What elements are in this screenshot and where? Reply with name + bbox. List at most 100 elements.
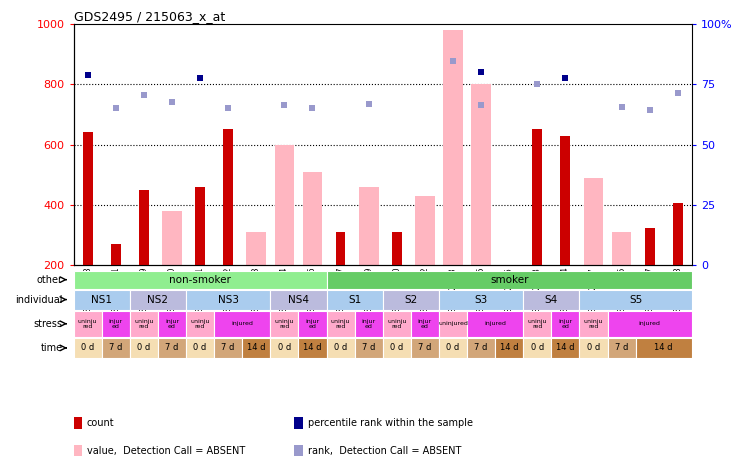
Point xyxy=(559,74,571,82)
Point xyxy=(222,105,234,112)
Bar xyxy=(359,187,378,265)
Bar xyxy=(74,338,102,358)
Text: 0 d: 0 d xyxy=(587,344,600,352)
Bar xyxy=(186,290,270,310)
Point xyxy=(447,58,459,65)
Bar xyxy=(158,338,186,358)
Text: value,  Detection Call = ABSENT: value, Detection Call = ABSENT xyxy=(87,446,245,456)
Text: S4: S4 xyxy=(545,294,558,305)
Bar xyxy=(443,30,463,265)
Bar xyxy=(130,310,158,337)
Text: 14 d: 14 d xyxy=(500,344,518,352)
Bar xyxy=(214,338,242,358)
Bar xyxy=(223,129,233,265)
Bar xyxy=(471,84,491,265)
Text: NS1: NS1 xyxy=(91,294,112,305)
Text: S3: S3 xyxy=(475,294,488,305)
Bar xyxy=(327,290,383,310)
Bar xyxy=(74,445,82,456)
Text: 7 d: 7 d xyxy=(418,344,431,352)
Point xyxy=(475,101,487,109)
Text: uninju
red: uninju red xyxy=(584,319,604,328)
Bar xyxy=(298,338,327,358)
Bar xyxy=(383,338,411,358)
Bar xyxy=(327,310,355,337)
Bar xyxy=(247,232,266,265)
Point xyxy=(475,68,487,76)
Bar xyxy=(162,211,182,265)
Bar xyxy=(74,310,102,337)
Text: injur
ed: injur ed xyxy=(559,319,573,328)
Text: 0 d: 0 d xyxy=(137,344,150,352)
Bar xyxy=(158,310,186,337)
Bar xyxy=(411,338,439,358)
Text: 7 d: 7 d xyxy=(222,344,235,352)
Text: smoker: smoker xyxy=(490,274,528,285)
Bar xyxy=(336,232,345,265)
Text: non-smoker: non-smoker xyxy=(169,274,231,285)
Point xyxy=(672,90,684,97)
Bar xyxy=(467,338,495,358)
Bar xyxy=(139,190,149,265)
Text: rank,  Detection Call = ABSENT: rank, Detection Call = ABSENT xyxy=(308,446,461,456)
Text: uninju
red: uninju red xyxy=(330,319,350,328)
Point xyxy=(110,105,121,112)
Bar xyxy=(551,310,579,337)
Bar xyxy=(102,310,130,337)
Bar xyxy=(270,338,298,358)
Text: count: count xyxy=(87,418,115,428)
Text: 7 d: 7 d xyxy=(615,344,629,352)
Bar xyxy=(532,129,542,265)
Bar xyxy=(298,310,327,337)
Text: GDS2495 / 215063_x_at: GDS2495 / 215063_x_at xyxy=(74,9,225,23)
Bar xyxy=(551,338,579,358)
Bar xyxy=(584,178,604,265)
Bar xyxy=(439,338,467,358)
Text: uninju
red: uninju red xyxy=(275,319,294,328)
Text: other: other xyxy=(37,274,63,285)
Text: 14 d: 14 d xyxy=(556,344,575,352)
Bar xyxy=(579,310,607,337)
Bar xyxy=(82,133,93,265)
Bar xyxy=(102,338,130,358)
Point xyxy=(644,106,656,114)
Text: S1: S1 xyxy=(348,294,361,305)
Text: injured: injured xyxy=(484,321,506,326)
Text: uninju
red: uninju red xyxy=(134,319,154,328)
Text: uninju
red: uninju red xyxy=(191,319,210,328)
Point xyxy=(166,99,178,106)
Text: 7 d: 7 d xyxy=(475,344,488,352)
Text: NS2: NS2 xyxy=(147,294,169,305)
Bar xyxy=(294,418,303,428)
Bar xyxy=(74,290,130,310)
Bar xyxy=(415,196,435,265)
Bar xyxy=(186,310,214,337)
Bar xyxy=(467,310,523,337)
Text: injured: injured xyxy=(639,321,661,326)
Text: 14 d: 14 d xyxy=(247,344,266,352)
Bar xyxy=(186,338,214,358)
Bar xyxy=(495,338,523,358)
Text: 0 d: 0 d xyxy=(446,344,459,352)
Bar xyxy=(439,290,523,310)
Text: injur
ed: injur ed xyxy=(418,319,432,328)
Bar xyxy=(74,418,82,428)
Text: stress: stress xyxy=(34,319,63,329)
Bar xyxy=(439,310,467,337)
Text: injur
ed: injur ed xyxy=(165,319,179,328)
Text: individual: individual xyxy=(15,294,63,305)
Point xyxy=(531,81,543,88)
Text: 14 d: 14 d xyxy=(654,344,673,352)
Bar xyxy=(294,445,303,456)
Text: 14 d: 14 d xyxy=(303,344,322,352)
Bar xyxy=(355,310,383,337)
Text: 0 d: 0 d xyxy=(334,344,347,352)
Bar xyxy=(392,232,402,265)
Text: uninju
red: uninju red xyxy=(387,319,406,328)
Bar xyxy=(523,290,579,310)
Text: injur
ed: injur ed xyxy=(361,319,376,328)
Text: 0 d: 0 d xyxy=(390,344,403,352)
Bar xyxy=(327,338,355,358)
Bar xyxy=(214,310,270,337)
Bar xyxy=(270,310,298,337)
